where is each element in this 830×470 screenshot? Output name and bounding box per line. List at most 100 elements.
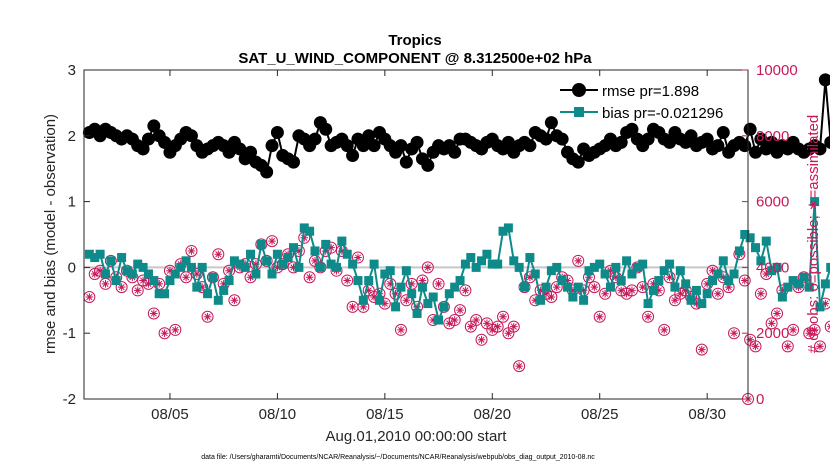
bias-point bbox=[493, 259, 503, 269]
obs-assimilated-point bbox=[585, 273, 593, 282]
rmse-point bbox=[340, 139, 354, 153]
obs-assimilated-point bbox=[606, 266, 615, 275]
obs-possible-point bbox=[169, 323, 182, 336]
rmse-point bbox=[571, 155, 585, 169]
bias-point bbox=[777, 292, 787, 302]
rmse-point bbox=[184, 129, 198, 143]
bias-point bbox=[622, 256, 632, 266]
bias-point bbox=[498, 226, 508, 236]
obs-assimilated-point bbox=[418, 276, 427, 285]
obs-assimilated-point bbox=[391, 289, 400, 298]
bias-point bbox=[536, 295, 546, 305]
bias-point bbox=[767, 266, 777, 276]
bias-point bbox=[412, 308, 422, 318]
x-tick-label: 08/10 bbox=[259, 406, 297, 423]
obs-assimilated-point bbox=[767, 319, 776, 328]
bias-point bbox=[138, 262, 148, 272]
obs-possible-point bbox=[663, 271, 676, 284]
obs-assimilated-point bbox=[327, 243, 335, 252]
bias-point bbox=[127, 269, 137, 279]
bias-point bbox=[584, 266, 594, 276]
bias-point bbox=[278, 259, 288, 269]
legend-rmse-label: rmse pr=1.898 bbox=[602, 83, 699, 100]
bias-point bbox=[240, 262, 250, 272]
bias-point bbox=[315, 262, 325, 272]
y-axis-label: rmse and bias (model - observation) bbox=[42, 114, 59, 354]
bias-point bbox=[659, 266, 669, 276]
rmse-point bbox=[501, 135, 515, 149]
rmse-point bbox=[265, 139, 279, 153]
obs-assimilated-point bbox=[773, 309, 781, 318]
obs-possible-point bbox=[206, 271, 219, 284]
obs-assimilated-point bbox=[531, 296, 540, 305]
obs-assimilated-point bbox=[450, 316, 459, 324]
bias-point bbox=[815, 302, 825, 312]
bias-point bbox=[192, 282, 202, 292]
bias-point bbox=[289, 243, 299, 253]
obs-possible-point bbox=[454, 304, 467, 317]
obs-possible-point bbox=[749, 340, 762, 353]
rmse-point bbox=[394, 139, 408, 153]
obs-possible-point bbox=[314, 261, 327, 274]
obs-assimilated-point bbox=[295, 247, 303, 255]
rmse-point bbox=[141, 132, 155, 146]
bias-point bbox=[95, 249, 105, 259]
bias-point bbox=[745, 233, 755, 243]
y2-axis-label: # of obs: o=possible; ∗=assimilated bbox=[805, 115, 822, 354]
bias-point bbox=[117, 253, 127, 263]
bias-point bbox=[197, 262, 207, 272]
chart-title: Tropics bbox=[388, 32, 441, 49]
y-tick-label: -1 bbox=[63, 325, 76, 342]
bias-point bbox=[579, 295, 589, 305]
rmse-point bbox=[260, 165, 274, 179]
obs-possible-point bbox=[765, 317, 778, 330]
bias-point bbox=[600, 269, 610, 279]
y-axis-right: 0 2000 4000 6000 8000 10000 bbox=[742, 62, 798, 408]
obs-assimilated-point bbox=[289, 263, 298, 272]
obs-possible-point bbox=[572, 254, 585, 267]
bias-point bbox=[503, 223, 513, 233]
obs-assimilated-point bbox=[483, 319, 491, 328]
x-axis: 08/05 08/10 08/15 08/20 08/25 08/30 bbox=[151, 70, 726, 423]
bias-point bbox=[670, 282, 680, 292]
bias-point bbox=[627, 269, 637, 279]
y-tick-label: 2 bbox=[68, 128, 76, 145]
bias-point bbox=[541, 282, 551, 292]
obs-assimilated-point bbox=[638, 283, 647, 291]
rmse-point bbox=[308, 132, 322, 146]
bias-point bbox=[326, 259, 336, 269]
obs-possible-point bbox=[711, 287, 724, 300]
bias-point bbox=[450, 282, 460, 292]
obs-possible-point bbox=[459, 284, 472, 297]
bias-point bbox=[589, 262, 599, 272]
obs-possible-point bbox=[507, 320, 520, 333]
bias-point bbox=[530, 269, 540, 279]
obs-possible-point bbox=[642, 310, 655, 323]
bias-point bbox=[256, 239, 266, 249]
bias-point bbox=[525, 253, 535, 263]
obs-assimilated-point bbox=[665, 273, 674, 282]
obs-assimilated-point bbox=[671, 296, 679, 305]
obs-assimilated-point bbox=[193, 270, 201, 278]
obs-possible-point bbox=[303, 271, 316, 284]
x-tick-label: 08/15 bbox=[366, 406, 404, 423]
obs-assimilated-point bbox=[370, 293, 378, 301]
legend: rmse pr=1.898 bias pr=-0.021296 bbox=[556, 78, 740, 122]
bias-point bbox=[143, 269, 153, 279]
bias-point bbox=[353, 276, 363, 286]
bias-point bbox=[423, 299, 433, 309]
rmse-point bbox=[700, 132, 714, 146]
bias-point bbox=[675, 266, 685, 276]
x-tick-label: 08/30 bbox=[688, 406, 726, 423]
bias-point bbox=[552, 262, 562, 272]
obs-assimilated-point bbox=[155, 280, 164, 288]
obs-possible-point bbox=[437, 300, 450, 313]
bias-point bbox=[804, 282, 814, 292]
obs-possible-point bbox=[636, 281, 649, 294]
obs-possible-point bbox=[212, 248, 225, 261]
rmse-point bbox=[147, 119, 161, 133]
bias-point bbox=[691, 285, 701, 295]
bias-point bbox=[654, 276, 664, 286]
legend-bias-label: bias pr=-0.021296 bbox=[602, 105, 723, 122]
obs-assimilated-point bbox=[300, 233, 309, 242]
